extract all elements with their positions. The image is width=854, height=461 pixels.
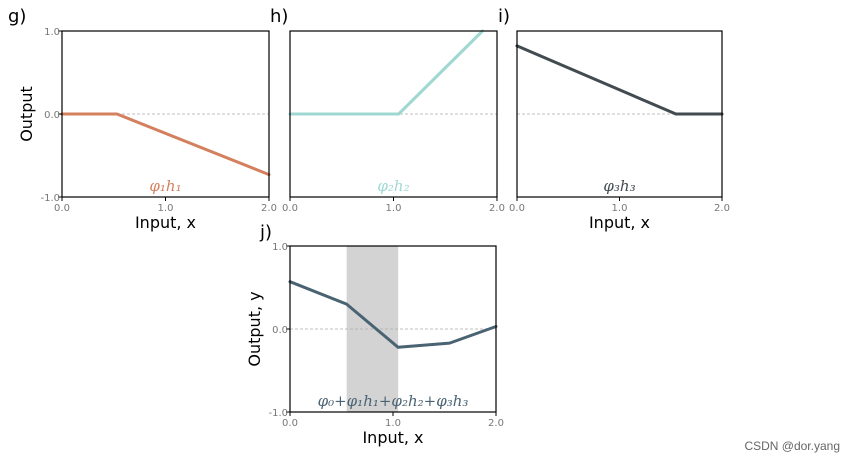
y-tick-label: 1.0 xyxy=(272,242,288,253)
x-tick-label: 0.0 xyxy=(282,203,298,214)
watermark: CSDN @dor.yang xyxy=(744,439,840,453)
x-tick-label: 0.0 xyxy=(54,203,70,214)
series-line xyxy=(60,112,271,177)
panel-j: 0.0 1.0 2.01.00.0-1.0j)φ₀+φ₁h₁+φ₂h₂+φ₃h₃In… xyxy=(245,222,504,447)
panel-label: g) xyxy=(8,6,26,27)
x-axis-label: Input, x xyxy=(135,213,196,232)
x-axis-label: Input, x xyxy=(589,213,650,232)
y-tick-label: 1.0 xyxy=(44,27,60,38)
x-tick-label: 2.0 xyxy=(261,203,277,214)
function-label: φ₁h₁ xyxy=(149,177,181,195)
x-axis-label: Input, x xyxy=(362,428,423,447)
y-tick-label: 0.0 xyxy=(44,110,60,121)
series-line xyxy=(288,29,484,116)
function-label: φ₂h₂ xyxy=(377,177,409,195)
panel-label: j) xyxy=(259,222,272,243)
y-tick-label: 0.0 xyxy=(272,325,288,336)
x-tick-label: 2.0 xyxy=(489,203,505,214)
x-tick-label: 1.0 xyxy=(386,203,402,214)
x-tick-label: 2.0 xyxy=(488,418,504,429)
function-label: φ₃h₃ xyxy=(603,177,635,195)
y-tick-label: -1.0 xyxy=(268,408,288,419)
x-tick-label: 2.0 xyxy=(714,203,730,214)
series-line xyxy=(515,44,724,116)
x-tick-label: 0.0 xyxy=(282,418,298,429)
x-tick-label: 1.0 xyxy=(612,203,628,214)
x-tick-label: 1.0 xyxy=(385,418,401,429)
function-label: φ₀+φ₁h₁+φ₂h₂+φ₃h₃ xyxy=(318,392,469,410)
panel-h: 0.0 1.0 2.0 h) φ₂h₂ xyxy=(270,6,505,214)
panel-i: 0.0 1.0 2.0 i) φ₃h₃ Input, x xyxy=(498,6,730,232)
y-axis-label: Output, y xyxy=(245,291,264,366)
y-axis-label: Output xyxy=(17,86,36,142)
panel-label: i) xyxy=(498,6,510,27)
x-tick-label: 1.0 xyxy=(158,203,174,214)
panel-label: h) xyxy=(270,6,288,27)
series-line xyxy=(288,280,498,349)
y-tick-label: -1.0 xyxy=(40,193,60,204)
x-tick-label: 0.0 xyxy=(509,203,525,214)
